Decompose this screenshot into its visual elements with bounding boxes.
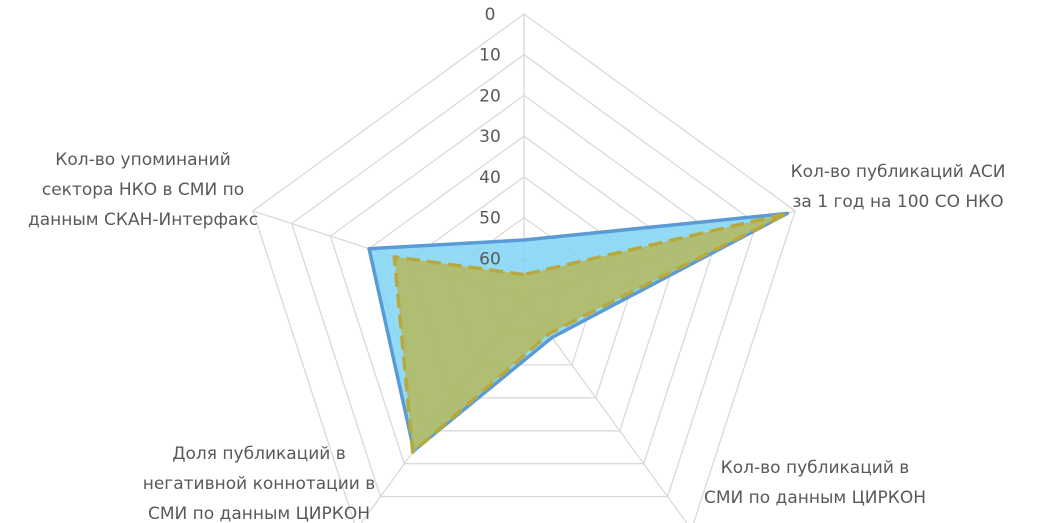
category-label: Доля публикаций в (172, 444, 346, 464)
category-labels: Кол-во публикаций АСИ за 1 год на 100 СО … (28, 150, 1005, 523)
tick-label: 40 (479, 168, 501, 188)
series-2-area (392, 211, 790, 454)
tick-label: 20 (479, 86, 501, 106)
series-layer (367, 211, 790, 454)
category-label: Кол-во упоминаний (55, 150, 231, 170)
category-label: данным СКАН-Интерфакс (28, 210, 258, 230)
category-label: СМИ по данным ЦИРКОН (704, 488, 926, 508)
category-label: сектора НКО в СМИ по (42, 180, 244, 200)
category-label: Кол-во публикаций в (721, 458, 910, 478)
tick-label: 0 (485, 5, 496, 25)
tick-label: 50 (479, 209, 501, 229)
category-label: негативной коннотации в (143, 474, 376, 494)
category-label: за 1 год на 100 СО НКО (792, 192, 1003, 212)
category-label: Кол-во публикаций АСИ (791, 162, 1006, 182)
grid-ring (252, 13, 796, 523)
tick-labels: 0 10 20 30 40 50 60 (479, 5, 501, 269)
tick-label: 30 (479, 127, 501, 147)
grid-ring (290, 53, 758, 498)
grid-ring (329, 94, 719, 465)
category-label: СМИ по данным ЦИРКОН (148, 504, 370, 523)
tick-label: 60 (479, 249, 501, 269)
tick-label: 10 (479, 46, 501, 66)
